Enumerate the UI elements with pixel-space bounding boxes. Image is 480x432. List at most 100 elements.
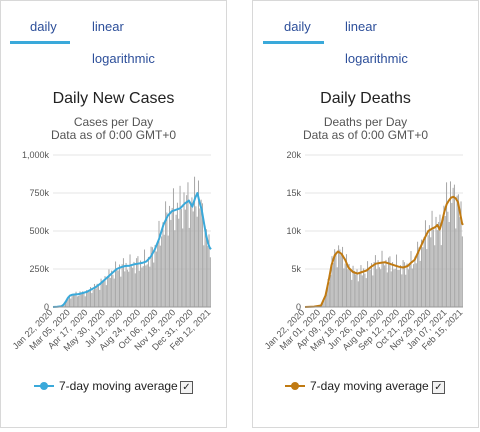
tab-logarithmic[interactable]: logarithmic	[92, 51, 155, 66]
data-bar	[172, 188, 174, 307]
data-bar	[128, 271, 130, 307]
data-bar	[120, 276, 122, 307]
data-bar	[200, 199, 202, 307]
data-bar	[199, 208, 201, 307]
data-bar	[178, 218, 180, 307]
data-bar	[83, 292, 85, 307]
data-bar	[356, 269, 358, 307]
data-bar	[90, 287, 92, 307]
data-bar	[141, 267, 143, 307]
data-bar	[88, 291, 90, 307]
tab-daily[interactable]: daily	[30, 19, 57, 34]
data-bar	[423, 236, 425, 307]
data-bar	[406, 263, 408, 307]
data-bar	[322, 303, 324, 307]
y-tick-label: 1,000k	[22, 150, 50, 160]
data-bar	[169, 205, 171, 307]
data-bar	[418, 247, 420, 307]
data-bar	[414, 256, 416, 307]
data-bar	[430, 237, 432, 307]
data-bar	[338, 245, 340, 307]
data-bar	[449, 181, 451, 307]
data-bar	[421, 239, 423, 307]
data-bar	[75, 291, 77, 307]
data-bar	[194, 176, 196, 307]
data-bar	[96, 283, 98, 307]
data-bar	[361, 275, 363, 307]
data-bar	[180, 209, 182, 307]
data-bar	[384, 265, 386, 307]
data-bar	[453, 184, 455, 307]
data-bar	[82, 291, 84, 307]
data-bar	[140, 260, 142, 307]
data-bar	[351, 279, 353, 307]
data-bar	[328, 282, 330, 307]
y-tick-label: 15k	[286, 188, 301, 198]
data-bar	[363, 268, 365, 307]
data-bar	[428, 225, 430, 307]
data-bar	[407, 269, 409, 307]
data-bar	[118, 264, 120, 307]
tab-daily[interactable]: daily	[284, 19, 311, 34]
data-bar	[347, 269, 349, 307]
data-bar	[80, 294, 82, 307]
data-bar	[398, 270, 400, 307]
data-bar	[159, 245, 161, 307]
data-bar	[126, 269, 128, 307]
data-bar	[207, 245, 209, 307]
legend[interactable]: 7-day moving average	[285, 372, 429, 400]
data-bar	[104, 276, 106, 307]
data-bar	[187, 182, 189, 307]
data-bar	[332, 262, 334, 307]
chart-subtitle: Deaths per Day	[323, 115, 408, 129]
data-bar	[70, 298, 72, 307]
data-bar	[360, 265, 362, 307]
data-bar	[452, 187, 454, 307]
data-bar	[144, 249, 146, 307]
data-bar	[184, 209, 186, 307]
data-bar	[393, 269, 395, 307]
data-bar	[91, 293, 93, 307]
data-bar	[431, 210, 433, 307]
tab-logarithmic[interactable]: logarithmic	[345, 51, 408, 66]
data-bar	[439, 214, 441, 307]
data-bar	[447, 211, 449, 307]
data-bar	[142, 266, 144, 307]
data-bar	[137, 256, 139, 307]
data-bar	[176, 202, 178, 307]
legend[interactable]: 7-day moving average	[34, 372, 178, 400]
tab-linear[interactable]: linear	[92, 19, 124, 34]
data-bar	[370, 263, 372, 307]
data-bar	[455, 228, 457, 307]
data-bar	[209, 257, 211, 307]
data-bar	[451, 202, 453, 307]
data-bar	[99, 289, 101, 307]
moving-average-checkbox[interactable]: ✓	[180, 381, 193, 394]
moving-average-checkbox[interactable]: ✓	[432, 381, 445, 394]
chart-title: Daily New Cases	[52, 90, 175, 107]
data-bar	[105, 285, 107, 307]
data-bar	[410, 251, 412, 307]
data-bar	[92, 289, 94, 307]
chart-subtitle: Cases per Day	[73, 115, 154, 129]
data-bar	[97, 285, 99, 307]
data-bar	[163, 234, 165, 307]
data-bar	[349, 270, 351, 307]
y-tick-label: 750k	[29, 188, 49, 198]
data-bar	[444, 216, 446, 307]
data-bar	[71, 294, 73, 307]
data-bar	[182, 228, 184, 307]
data-bar	[397, 269, 399, 307]
data-bar	[386, 272, 388, 307]
data-bar	[390, 271, 392, 307]
data-bar	[342, 246, 344, 307]
data-bar	[345, 254, 347, 307]
data-bar	[166, 212, 168, 307]
data-bar	[413, 264, 415, 307]
data-bar	[161, 236, 163, 307]
y-tick-label: 10k	[286, 226, 301, 236]
tab-linear[interactable]: linear	[345, 19, 377, 34]
data-bar	[422, 247, 424, 307]
data-bar	[372, 275, 374, 307]
